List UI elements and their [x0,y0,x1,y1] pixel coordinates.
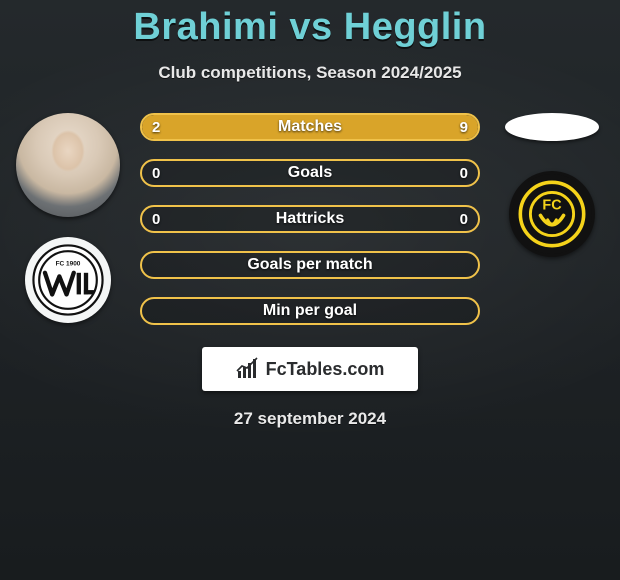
stat-row: 0 0 Hattricks [140,205,480,233]
stat-value-right: 9 [450,115,478,139]
stat-label: Goals per match [247,256,372,274]
page-title: Brahimi vs Hegglin [0,0,620,49]
stat-row: 0 0 Goals [140,159,480,187]
stat-label: Goals [288,164,332,182]
player-photo-left [16,113,120,217]
club-logo-right: FC [509,171,595,257]
player-photo-right-placeholder [505,113,599,141]
svg-text:FC: FC [542,198,561,214]
branding-text: FcTables.com [266,359,385,380]
date-text: 27 september 2024 [0,409,620,429]
stat-value-left: 0 [142,161,170,185]
stat-value-right: 0 [450,161,478,185]
stat-row: 2 9 Matches [140,113,480,141]
chart-icon [236,357,260,381]
wil-logo-icon: FC 1900 [32,244,104,316]
schaffhausen-logo-icon: FC [516,178,588,250]
main-area: FC 1900 2 9 Matches 0 0 Goals 0 0 Hattricks Goals… [0,113,620,325]
club-logo-left: FC 1900 [25,237,111,323]
stat-value-right: 0 [450,207,478,231]
stat-label: Min per goal [263,302,357,320]
subtitle: Club competitions, Season 2024/2025 [0,63,620,83]
right-column: FC [488,113,616,257]
stat-label: Hattricks [276,210,344,228]
svg-text:FC 1900: FC 1900 [56,261,81,268]
stat-row: Min per goal [140,297,480,325]
branding-badge: FcTables.com [202,347,418,391]
left-column: FC 1900 [4,113,132,323]
stat-value-left: 2 [142,115,170,139]
infographic-card: Brahimi vs Hegglin Club competitions, Se… [0,0,620,429]
stat-value-left: 0 [142,207,170,231]
stat-label: Matches [278,118,342,136]
stat-row: Goals per match [140,251,480,279]
stats-column: 2 9 Matches 0 0 Goals 0 0 Hattricks Goals per mat… [132,113,488,325]
